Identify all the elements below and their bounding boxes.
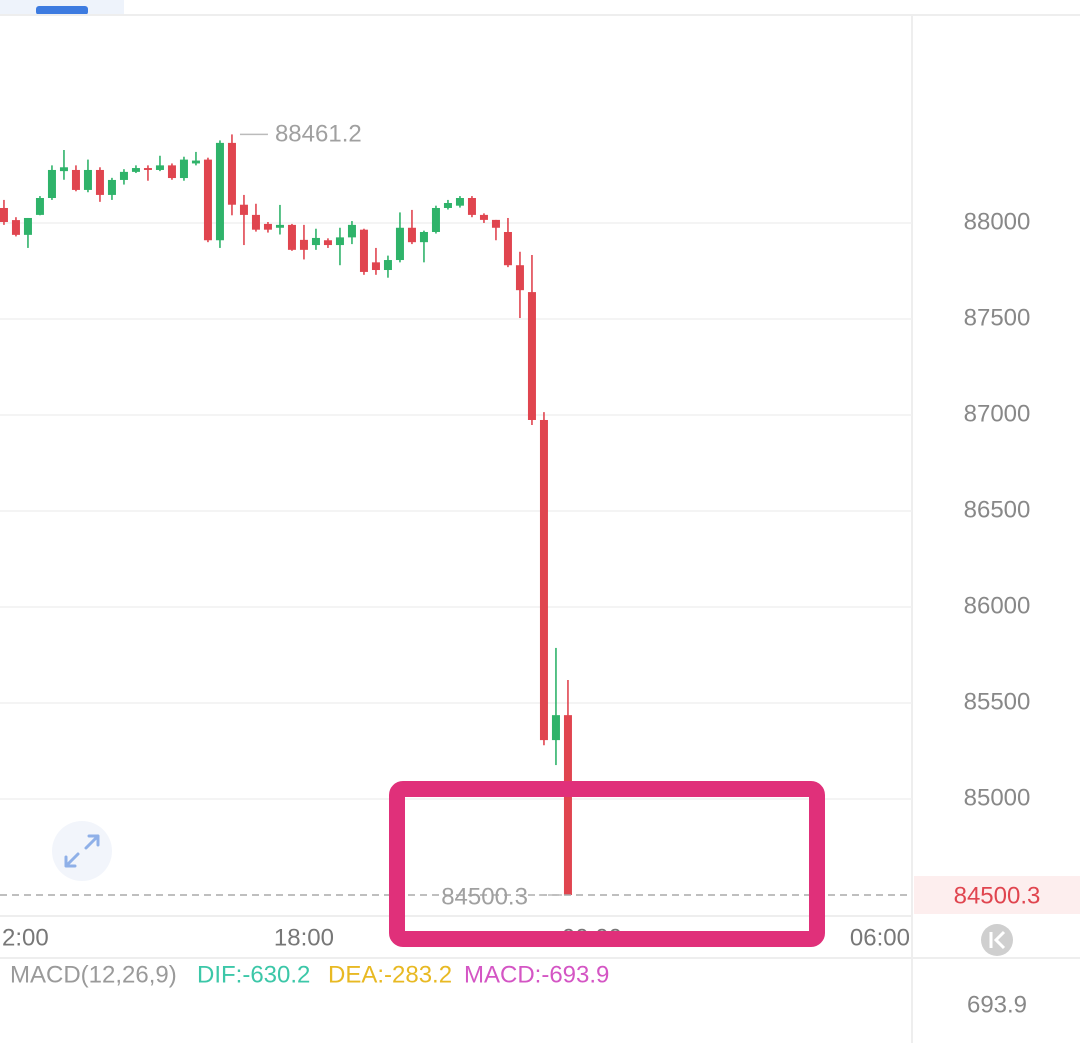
candle-body [0, 207, 8, 223]
candle-body [35, 198, 44, 215]
x-tick-label: 2:00 [2, 924, 49, 951]
candle-body [227, 142, 236, 205]
candle-body [203, 159, 212, 241]
indicator-dif: DIF:-630.2 [197, 961, 310, 988]
candle-body [503, 231, 512, 266]
candle-body [23, 217, 32, 235]
high-label: 88461.2 [275, 121, 362, 148]
indicator-macd: MACD:-693.9 [464, 961, 609, 988]
candle-body [251, 214, 260, 230]
candle-body [431, 207, 440, 232]
candle-body [515, 265, 524, 291]
expand-button[interactable] [52, 821, 112, 881]
candle-body [143, 168, 152, 170]
indicator-name: MACD(12,26,9) [10, 961, 177, 988]
candle-body [155, 165, 164, 170]
candle-body [323, 240, 332, 246]
candle-body [47, 169, 56, 199]
last-price-tag [914, 876, 1080, 915]
candle-body [551, 715, 560, 741]
y-tick-label: 85000 [964, 784, 1031, 811]
candle-body [539, 419, 548, 741]
candle-body [347, 224, 356, 238]
candle-body [467, 198, 476, 215]
candle-body [335, 237, 344, 246]
x-tick-label: 06:00 [850, 924, 910, 951]
low-label: 84500.3 [441, 883, 528, 910]
candle-body [131, 168, 140, 172]
candle-body [359, 229, 368, 272]
y-tick-label: 86500 [964, 496, 1031, 523]
candle-body [443, 202, 452, 208]
candle-body [107, 179, 116, 195]
candle-body [395, 227, 404, 261]
y-tick-label: 86000 [964, 592, 1031, 619]
candle-body [527, 292, 536, 420]
candle-body [455, 198, 464, 206]
candle-body [239, 204, 248, 215]
y-tick-label: 87000 [964, 400, 1031, 427]
top-tab[interactable] [36, 6, 88, 15]
candle-body [491, 219, 500, 228]
candle-body [71, 169, 80, 190]
candle-body [419, 231, 428, 243]
y-tick-label: 87500 [964, 304, 1031, 331]
y-tick-label: 88000 [964, 208, 1031, 235]
candle-body [275, 224, 284, 228]
scroll-to-latest-button[interactable] [981, 924, 1013, 956]
candle-body [563, 715, 572, 896]
candle-body [95, 169, 104, 195]
candle-body [479, 214, 488, 220]
candle-body [407, 227, 416, 243]
candle-body [371, 262, 380, 271]
candle-body [215, 142, 224, 241]
x-tick-label: 18:00 [274, 924, 334, 951]
candle-body [59, 167, 68, 172]
candle-body [287, 224, 296, 250]
candle-body [11, 220, 20, 235]
highlight-box [389, 781, 825, 947]
candle-body [311, 237, 320, 246]
candle-body [179, 159, 188, 179]
candle-body [119, 171, 128, 180]
indicator-axis-label: 693.9 [967, 991, 1027, 1018]
candle-body [299, 239, 308, 250]
candle-body [191, 160, 200, 164]
y-tick-label: 85500 [964, 688, 1031, 715]
indicator-dea: DEA:-283.2 [328, 961, 452, 988]
last-price-label: 84500.3 [954, 882, 1041, 909]
candle-body [383, 260, 392, 271]
candle-body [263, 223, 272, 230]
candle-body [167, 165, 176, 179]
candle-body [83, 169, 92, 190]
